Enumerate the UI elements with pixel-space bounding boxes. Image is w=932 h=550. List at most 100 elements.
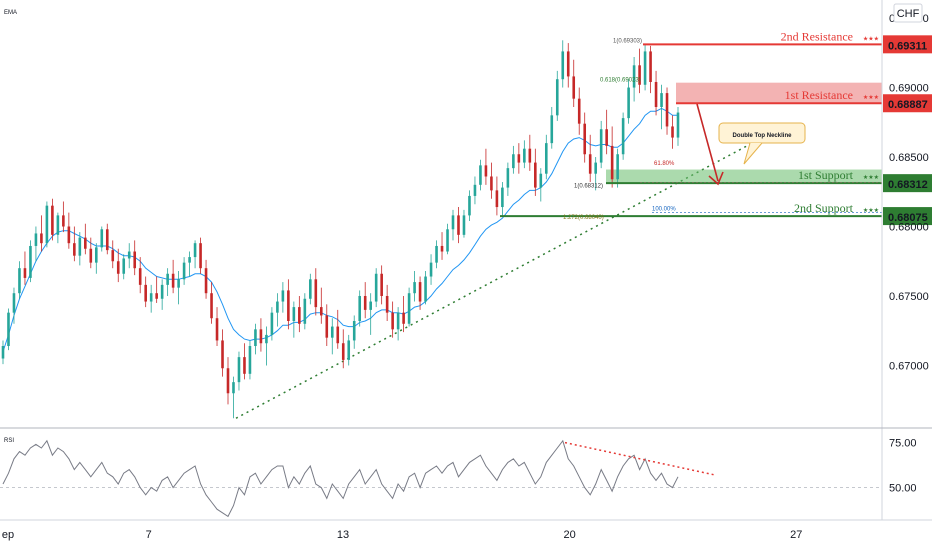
candle-body bbox=[391, 312, 394, 330]
candle-body bbox=[643, 51, 647, 85]
level-stars: ★★★ bbox=[863, 94, 879, 101]
level-price-tag bbox=[883, 35, 932, 54]
candle-body bbox=[215, 318, 219, 341]
candle-body bbox=[654, 81, 658, 107]
level-price-tag bbox=[883, 174, 932, 193]
level-price-label: 0.68312 bbox=[888, 179, 928, 191]
candle-body bbox=[127, 251, 131, 259]
candle-body bbox=[544, 143, 548, 174]
candle-body bbox=[473, 184, 477, 196]
candle-body bbox=[138, 268, 142, 285]
candle-body bbox=[583, 123, 587, 155]
candle-body bbox=[67, 226, 71, 244]
time-tick-label: 20 bbox=[563, 529, 575, 541]
candle-body bbox=[451, 215, 455, 230]
candle-body bbox=[177, 279, 180, 288]
level-price-label: 0.68887 bbox=[888, 99, 928, 111]
price-tick-label: 0.68000 bbox=[889, 222, 929, 234]
candle-body bbox=[380, 273, 383, 296]
annotation-text: Double Top Neckline bbox=[733, 133, 793, 139]
candle-body bbox=[171, 273, 175, 288]
candle-body bbox=[144, 284, 147, 302]
level-price-label: 0.68075 bbox=[888, 212, 928, 224]
candle-body bbox=[369, 301, 372, 310]
price-tick-label: 0.67500 bbox=[889, 291, 929, 303]
candle-body bbox=[237, 357, 241, 383]
candle-body bbox=[660, 93, 663, 107]
resistance-zone bbox=[676, 82, 882, 104]
level-price-label: 0.69311 bbox=[888, 40, 927, 52]
support-zone bbox=[606, 169, 882, 184]
candle-body bbox=[221, 340, 224, 369]
candle-body bbox=[40, 233, 43, 244]
fib-label: 1(0.68312) bbox=[574, 183, 603, 189]
candle-body bbox=[226, 368, 230, 394]
candle-body bbox=[374, 273, 378, 302]
time-tick-label: 7 bbox=[146, 529, 152, 541]
candle-body bbox=[78, 237, 82, 256]
currency-box[interactable] bbox=[893, 3, 923, 23]
candle-body bbox=[555, 79, 559, 116]
candle-body bbox=[440, 245, 444, 252]
time-tick-label: 13 bbox=[337, 529, 349, 541]
candle-body bbox=[254, 329, 257, 347]
rsi-tick-label: 50.00 bbox=[889, 483, 917, 495]
rsi-pane bbox=[0, 439, 882, 518]
candle-body bbox=[490, 176, 493, 191]
fib-label: 1(0.69303) bbox=[613, 38, 642, 44]
candle-body bbox=[7, 312, 10, 347]
candle-body bbox=[457, 215, 460, 235]
candles bbox=[1, 40, 680, 419]
rsi-series bbox=[2, 439, 679, 518]
candle-body bbox=[188, 257, 191, 263]
candle-body bbox=[204, 268, 208, 294]
candle-body bbox=[100, 229, 104, 248]
ema-line bbox=[2, 107, 678, 352]
ema-indicator-label: EMA bbox=[4, 10, 17, 16]
candle-body bbox=[149, 293, 153, 302]
candle-body bbox=[309, 279, 312, 299]
candle-body bbox=[336, 326, 340, 344]
candle-body bbox=[418, 282, 422, 302]
candle-body bbox=[599, 129, 603, 163]
candle-body bbox=[347, 340, 351, 360]
candle-body bbox=[281, 290, 285, 302]
candle-body bbox=[561, 51, 565, 80]
candle-body bbox=[534, 162, 537, 188]
candle-body bbox=[111, 250, 115, 262]
candle-body bbox=[577, 98, 581, 124]
candle-body bbox=[84, 237, 87, 249]
fib-label: 100.00% bbox=[652, 207, 676, 213]
candle-body bbox=[319, 307, 323, 316]
candle-body bbox=[446, 229, 449, 252]
fib-label: 1.272(0.68040) bbox=[563, 215, 604, 221]
candle-body bbox=[325, 315, 329, 338]
candle-body bbox=[352, 321, 356, 341]
candle-body bbox=[56, 215, 60, 235]
candle-body bbox=[621, 118, 625, 155]
candle-body bbox=[259, 329, 263, 344]
candle-body bbox=[265, 334, 268, 344]
candle-body bbox=[627, 87, 630, 119]
candle-body bbox=[396, 312, 400, 330]
candle-body bbox=[89, 248, 93, 263]
candle-body bbox=[341, 343, 345, 360]
candle-body bbox=[429, 262, 433, 277]
rsi-indicator-label: RSI bbox=[4, 438, 14, 444]
annotation: Double Top Neckline bbox=[696, 103, 806, 186]
candle-body bbox=[479, 165, 482, 185]
level-price-tag bbox=[883, 207, 932, 226]
candle-body bbox=[199, 243, 202, 269]
candle-body bbox=[298, 307, 301, 324]
candle-body bbox=[210, 293, 213, 319]
candle-body bbox=[303, 298, 307, 324]
level-stars: ★★★ bbox=[863, 174, 879, 181]
price-tick-label: 0.67000 bbox=[889, 360, 929, 372]
candle-body bbox=[29, 245, 32, 278]
currency-label[interactable]: CHF bbox=[897, 8, 920, 20]
candle-body bbox=[402, 312, 405, 324]
candle-body bbox=[424, 276, 427, 302]
candle-body bbox=[610, 145, 614, 180]
